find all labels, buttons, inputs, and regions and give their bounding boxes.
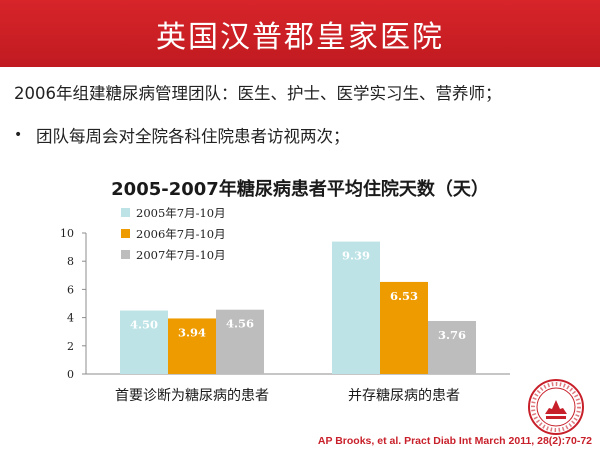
bar-value-label: 3.94 [178, 325, 206, 339]
bar-value-label: 9.39 [342, 249, 370, 263]
bullet-item: • 团队每周会对全院各科住院患者访视两次； [14, 123, 350, 147]
y-tick-label: 0 [67, 368, 74, 381]
bar [332, 241, 380, 374]
bar-value-label: 3.76 [438, 328, 466, 342]
x-category-label: 首要诊断为糖尿病的患者 [115, 388, 269, 404]
legend-label: 2006年7月-10月 [136, 227, 226, 241]
bullet-text: 团队每周会对全院各科住院患者访视两次； [36, 127, 350, 146]
bar-value-label: 4.56 [226, 317, 254, 331]
hospital-seal-icon [528, 379, 584, 435]
bar [120, 310, 168, 374]
x-category-label: 并存糖尿病的患者 [348, 388, 460, 404]
bullet-dot-icon: • [14, 127, 23, 143]
bar [168, 318, 216, 374]
legend-label: 2007年7月-10月 [136, 248, 226, 262]
legend-label: 2005年7月-10月 [136, 206, 226, 220]
bar-value-label: 4.50 [130, 318, 158, 332]
bar [380, 281, 428, 374]
page-title: 英国汉普郡皇家医院 [156, 19, 444, 55]
y-tick-label: 10 [60, 227, 74, 240]
legend-swatch [121, 229, 130, 238]
chart-title: 2005-2007年糖尿病患者平均住院天数（天） [111, 179, 489, 200]
citation: AP Brooks, et al. Pract Diab Int March 2… [317, 435, 592, 447]
team-description: 2006年组建糖尿病管理团队：医生、护士、医学实习生、营养师； [14, 84, 502, 103]
y-tick-label: 2 [67, 340, 74, 353]
y-tick-label: 6 [67, 283, 74, 296]
legend-swatch [121, 208, 130, 217]
bar-value-label: 6.53 [390, 289, 418, 303]
bar [428, 320, 476, 374]
legend-swatch [121, 250, 130, 259]
bar [216, 309, 264, 374]
y-tick-label: 8 [67, 255, 74, 268]
header-bar: 英国汉普郡皇家医院 [0, 0, 600, 67]
y-tick-label: 4 [67, 312, 74, 325]
